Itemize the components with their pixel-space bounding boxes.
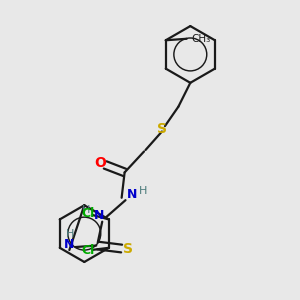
Text: O: O	[94, 155, 106, 170]
Text: Cl: Cl	[81, 207, 94, 220]
Text: CH₃: CH₃	[192, 34, 211, 44]
Text: N: N	[127, 188, 137, 201]
Text: N: N	[94, 208, 104, 222]
Text: S: S	[157, 122, 167, 136]
Text: S: S	[123, 242, 133, 256]
Text: N: N	[64, 238, 75, 250]
Text: H: H	[82, 205, 90, 215]
Text: H: H	[139, 186, 147, 196]
Text: H: H	[66, 229, 74, 238]
Text: Cl: Cl	[81, 244, 94, 257]
